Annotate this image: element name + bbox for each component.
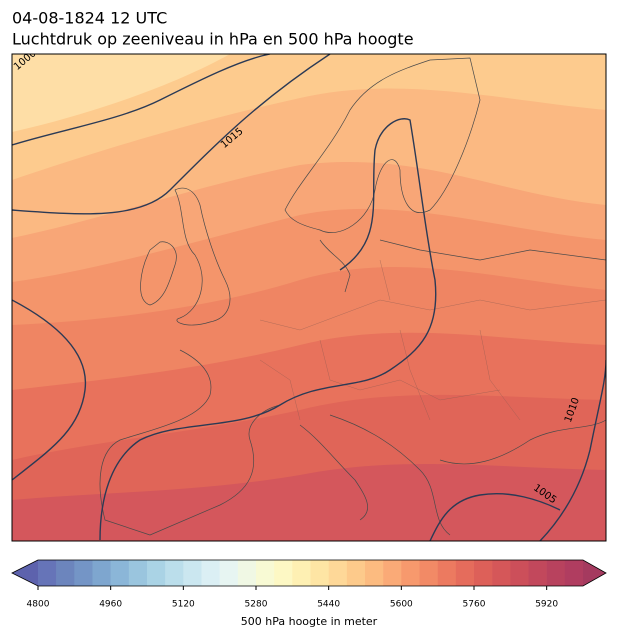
colorbar-cell bbox=[310, 560, 329, 586]
colorbar-outline bbox=[11, 559, 607, 587]
colorbar-cell bbox=[56, 560, 75, 586]
colorbar-cell bbox=[165, 560, 184, 586]
colorbar-cell bbox=[274, 560, 293, 586]
colorbar-extend-low bbox=[12, 560, 38, 586]
colorbar-cell bbox=[74, 560, 93, 586]
colorbar-extend-high bbox=[583, 560, 606, 586]
map-frame bbox=[11, 53, 607, 542]
colorbar-cell bbox=[401, 560, 420, 586]
colorbar-cell bbox=[546, 560, 566, 586]
colorbar-cell bbox=[128, 560, 148, 586]
colorbar-label: 500 hPa hoogte in meter bbox=[241, 615, 378, 628]
colorbar-cell bbox=[564, 560, 584, 586]
colorbar-tick-label: 5120 bbox=[172, 600, 195, 610]
colorbar-cell bbox=[365, 560, 384, 586]
title-line: Luchtdruk op zeeniveau in hPa en 500 hPa… bbox=[12, 30, 414, 49]
colorbar-cell bbox=[328, 560, 348, 586]
colorbar-cell bbox=[474, 560, 493, 586]
colorbar-tick-label: 5600 bbox=[390, 600, 413, 610]
colorbar-tick-label: 5760 bbox=[463, 600, 486, 610]
colorbar-cell bbox=[92, 560, 111, 586]
colorbar-cell bbox=[237, 560, 257, 586]
colorbar: 4800 4960 5120 5280 5440 5600 5760 5920 bbox=[11, 559, 607, 610]
colorbar-tick-label: 5280 bbox=[245, 600, 268, 610]
colorbar-cell bbox=[219, 560, 239, 586]
colorbar-tick-label: 5440 bbox=[317, 600, 340, 610]
colorbar-cell bbox=[383, 560, 402, 586]
map: 1000 1015 1010 1005 bbox=[12, 54, 606, 541]
colorbar-cell bbox=[528, 560, 547, 586]
colorbar-cell bbox=[183, 560, 202, 586]
colorbar-cell bbox=[147, 560, 166, 586]
colorbar-tick-label: 5920 bbox=[535, 600, 558, 610]
colorbar-cell bbox=[38, 560, 57, 586]
title-line: 04-08-1824 12 UTC bbox=[12, 9, 167, 28]
colorbar-cell bbox=[201, 560, 220, 586]
colorbar-cell bbox=[492, 560, 511, 586]
colorbar-cell bbox=[455, 560, 475, 586]
colorbar-tick-label: 4960 bbox=[99, 600, 122, 610]
colorbar-cell bbox=[292, 560, 311, 586]
colorbar-cell bbox=[510, 560, 529, 586]
colorbar-tick-label: 4800 bbox=[27, 600, 50, 610]
colorbar-cell bbox=[346, 560, 366, 586]
colorbar-cell bbox=[256, 560, 275, 586]
colorbar-cell bbox=[437, 560, 457, 586]
colorbar-cell bbox=[419, 560, 438, 586]
colorbar-cell bbox=[110, 560, 130, 586]
